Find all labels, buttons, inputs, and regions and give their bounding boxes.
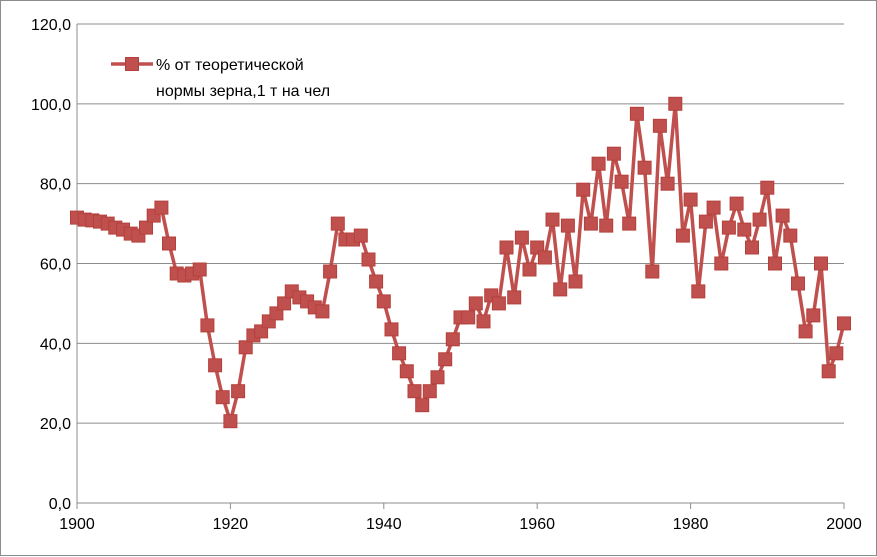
- data-point: [714, 256, 729, 271]
- data-point: [139, 220, 153, 235]
- y-tick-label: 0,0: [49, 496, 71, 513]
- y-tick-label: 40,0: [40, 336, 71, 353]
- y-tick-label: 100,0: [31, 97, 71, 114]
- data-point: [231, 384, 246, 399]
- data-point: [369, 274, 384, 289]
- data-point: [208, 358, 223, 373]
- data-point: [576, 182, 591, 197]
- data-point: [461, 310, 476, 325]
- x-tick-label: 1900: [59, 516, 95, 533]
- data-point: [422, 384, 437, 399]
- data-point: [215, 390, 230, 405]
- data-point: [721, 220, 736, 235]
- data-point: [491, 296, 506, 311]
- data-point: [537, 250, 552, 265]
- data-point: [698, 214, 713, 229]
- y-tick-label: 60,0: [40, 257, 71, 274]
- data-point: [499, 240, 514, 255]
- data-point: [791, 276, 805, 291]
- data-point: [430, 370, 445, 385]
- data-point: [277, 296, 292, 311]
- data-point: [223, 414, 238, 429]
- data-point: [162, 236, 176, 251]
- data-point: [806, 308, 821, 323]
- data-point: [545, 212, 560, 227]
- data-point: [560, 218, 575, 233]
- series-layer: [70, 96, 851, 429]
- y-tick-label: 120,0: [31, 17, 71, 34]
- data-point: [238, 340, 253, 355]
- data-point: [392, 346, 407, 361]
- series-line: [76, 102, 846, 423]
- data-point: [683, 192, 698, 207]
- data-point: [606, 146, 621, 161]
- data-point: [407, 384, 422, 399]
- data-point: [384, 322, 399, 337]
- x-tick-label: 1960: [519, 516, 555, 533]
- data-point: [200, 318, 215, 333]
- data-point: [330, 216, 345, 231]
- data-point: [154, 200, 169, 215]
- data-point: [829, 346, 844, 361]
- data-point: [691, 284, 706, 299]
- data-point: [798, 324, 813, 339]
- data-point: [323, 264, 338, 279]
- data-point: [361, 252, 376, 267]
- data-point: [668, 96, 683, 111]
- data-point: [760, 180, 775, 195]
- data-point: [645, 264, 660, 279]
- data-point: [768, 256, 782, 271]
- data-point: [637, 160, 652, 175]
- data-point: [783, 228, 798, 243]
- data-point: [522, 262, 537, 277]
- data-point: [507, 290, 522, 305]
- data-point: [614, 174, 629, 189]
- x-tick-label: 2000: [826, 516, 862, 533]
- data-point: [192, 262, 207, 277]
- legend-label-line-2: нормы зерна,1 т на чел: [156, 83, 330, 100]
- data-point: [591, 156, 606, 171]
- axes: 0,0 20,0 40,0 60,0 80,0 100,0 120,0 1900 1920 194…: [31, 17, 862, 533]
- data-point: [376, 294, 391, 309]
- data-point: [315, 304, 330, 319]
- x-tick-label: 1940: [366, 516, 402, 533]
- data-point: [675, 228, 690, 243]
- data-point: [438, 352, 453, 367]
- data-point: [353, 228, 368, 243]
- data-point: [568, 274, 583, 289]
- x-tick-label: 1920: [213, 516, 249, 533]
- data-point: [660, 176, 675, 191]
- x-tick-label: 1980: [673, 516, 709, 533]
- data-point: [745, 240, 759, 255]
- data-point: [445, 332, 460, 347]
- data-point: [468, 296, 483, 311]
- data-point: [399, 364, 414, 379]
- data-point: [476, 314, 491, 329]
- data-point: [775, 208, 790, 223]
- legend-marker-swatch: [125, 57, 139, 71]
- data-point: [583, 216, 598, 231]
- data-point: [729, 196, 744, 211]
- data-point: [629, 106, 644, 121]
- data-point: [752, 212, 767, 227]
- data-point: [737, 222, 752, 237]
- data-point: [415, 398, 430, 413]
- y-tick-label: 20,0: [40, 416, 71, 433]
- legend: % от теоретической нормы зерна,1 т на че…: [111, 57, 330, 100]
- data-point: [821, 364, 836, 379]
- data-point: [622, 216, 637, 231]
- data-point: [553, 282, 568, 297]
- data-point: [814, 256, 828, 271]
- y-tick-label: 80,0: [40, 177, 71, 194]
- data-point: [514, 230, 529, 245]
- data-point: [837, 316, 851, 331]
- data-point: [599, 218, 614, 233]
- legend-label-line-1: % от теоретической: [156, 57, 304, 74]
- data-point: [652, 118, 667, 133]
- data-point: [706, 200, 721, 215]
